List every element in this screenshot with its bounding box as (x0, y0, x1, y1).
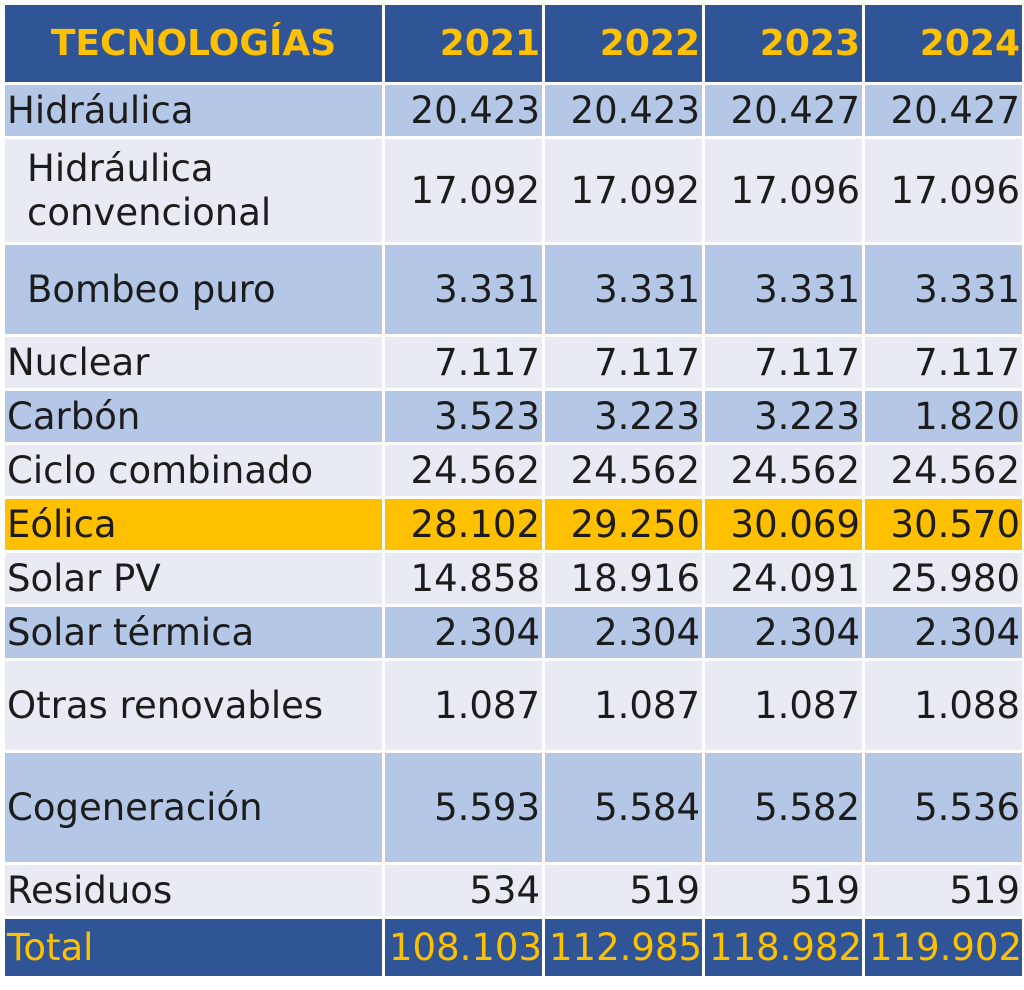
cell-2023: 7.117 (702, 334, 865, 391)
cell-2021: 108.103 (382, 916, 545, 979)
cell-2022: 3.223 (542, 388, 705, 445)
cell-2021: 534 (382, 862, 545, 919)
row-label: Carbón (2, 388, 385, 445)
cell-2021: 20.423 (382, 82, 545, 139)
cell-2024: 2.304 (862, 604, 1024, 661)
cell-2022: 20.423 (542, 82, 705, 139)
cell-2023: 24.562 (702, 442, 865, 499)
table-row-solar-pv: Solar PV 14.858 18.916 24.091 25.980 (2, 550, 1024, 607)
table-row-otras-renovables: Otras renovables 1.087 1.087 1.087 1.088 (2, 658, 1024, 753)
table-row-hidraulica: Hidráulica 20.423 20.423 20.427 20.427 (2, 82, 1024, 139)
row-label: Ciclo combinado (2, 442, 385, 499)
cell-2024: 17.096 (862, 136, 1024, 245)
cell-2022: 112.985 (542, 916, 705, 979)
cell-2021: 2.304 (382, 604, 545, 661)
header-year-2023: 2023 (702, 2, 865, 85)
cell-2021: 17.092 (382, 136, 545, 245)
cell-2024: 1.088 (862, 658, 1024, 753)
row-label: Eólica (2, 496, 385, 553)
cell-2021: 3.523 (382, 388, 545, 445)
cell-2022: 5.584 (542, 750, 705, 865)
cell-2023: 17.096 (702, 136, 865, 245)
row-label: Residuos (2, 862, 385, 919)
cell-2024: 30.570 (862, 496, 1024, 553)
cell-2024: 24.562 (862, 442, 1024, 499)
cell-2021: 3.331 (382, 242, 545, 337)
cell-2022: 7.117 (542, 334, 705, 391)
cell-2023: 1.087 (702, 658, 865, 753)
row-label: Hidráulica (2, 82, 385, 139)
table-row-total: Total 108.103 112.985 118.982 119.902 (2, 916, 1024, 979)
row-label: Otras renovables (2, 658, 385, 753)
table-row-nuclear: Nuclear 7.117 7.117 7.117 7.117 (2, 334, 1024, 391)
cell-2022: 24.562 (542, 442, 705, 499)
cell-2024: 119.902 (862, 916, 1024, 979)
table-row-cogeneracion: Cogeneración 5.593 5.584 5.582 5.536 (2, 750, 1024, 865)
cell-2023: 519 (702, 862, 865, 919)
cell-2023: 2.304 (702, 604, 865, 661)
header-year-2022: 2022 (542, 2, 705, 85)
cell-2023: 24.091 (702, 550, 865, 607)
cell-2022: 3.331 (542, 242, 705, 337)
table-row-residuos: Residuos 534 519 519 519 (2, 862, 1024, 919)
row-label: Bombeo puro (2, 242, 385, 337)
cell-2023: 118.982 (702, 916, 865, 979)
cell-2023: 3.223 (702, 388, 865, 445)
cell-2021: 1.087 (382, 658, 545, 753)
cell-2024: 20.427 (862, 82, 1024, 139)
header-year-2021: 2021 (382, 2, 545, 85)
cell-2021: 14.858 (382, 550, 545, 607)
header-year-2024: 2024 (862, 2, 1024, 85)
row-label: Nuclear (2, 334, 385, 391)
cell-2021: 5.593 (382, 750, 545, 865)
header-technologies: TECNOLOGÍAS (2, 2, 385, 85)
cell-2021: 24.562 (382, 442, 545, 499)
cell-2021: 28.102 (382, 496, 545, 553)
row-label: Solar PV (2, 550, 385, 607)
cell-2023: 5.582 (702, 750, 865, 865)
cell-2024: 7.117 (862, 334, 1024, 391)
cell-2023: 20.427 (702, 82, 865, 139)
cell-2024: 3.331 (862, 242, 1024, 337)
cell-2022: 17.092 (542, 136, 705, 245)
cell-2022: 29.250 (542, 496, 705, 553)
cell-2022: 2.304 (542, 604, 705, 661)
table-row-eolica: Eólica 28.102 29.250 30.069 30.570 (2, 496, 1024, 553)
cell-2024: 5.536 (862, 750, 1024, 865)
cell-2023: 30.069 (702, 496, 865, 553)
row-label: Total (2, 916, 385, 979)
table-row-hidraulica-convencional: Hidráulica convencional 17.092 17.092 17… (2, 136, 1024, 245)
cell-2021: 7.117 (382, 334, 545, 391)
cell-2023: 3.331 (702, 242, 865, 337)
row-label: Hidráulica convencional (2, 136, 385, 245)
cell-2024: 25.980 (862, 550, 1024, 607)
table-row-carbon: Carbón 3.523 3.223 3.223 1.820 (2, 388, 1024, 445)
cell-2022: 1.087 (542, 658, 705, 753)
cell-2022: 18.916 (542, 550, 705, 607)
table-row-ciclo-combinado: Ciclo combinado 24.562 24.562 24.562 24.… (2, 442, 1024, 499)
cell-2022: 519 (542, 862, 705, 919)
row-label: Cogeneración (2, 750, 385, 865)
cell-2024: 519 (862, 862, 1024, 919)
cell-2024: 1.820 (862, 388, 1024, 445)
table-row-solar-termica: Solar térmica 2.304 2.304 2.304 2.304 (2, 604, 1024, 661)
row-label: Solar térmica (2, 604, 385, 661)
table-row-bombeo-puro: Bombeo puro 3.331 3.331 3.331 3.331 (2, 242, 1024, 337)
header-row: TECNOLOGÍAS 2021 2022 2023 2024 (2, 2, 1024, 85)
